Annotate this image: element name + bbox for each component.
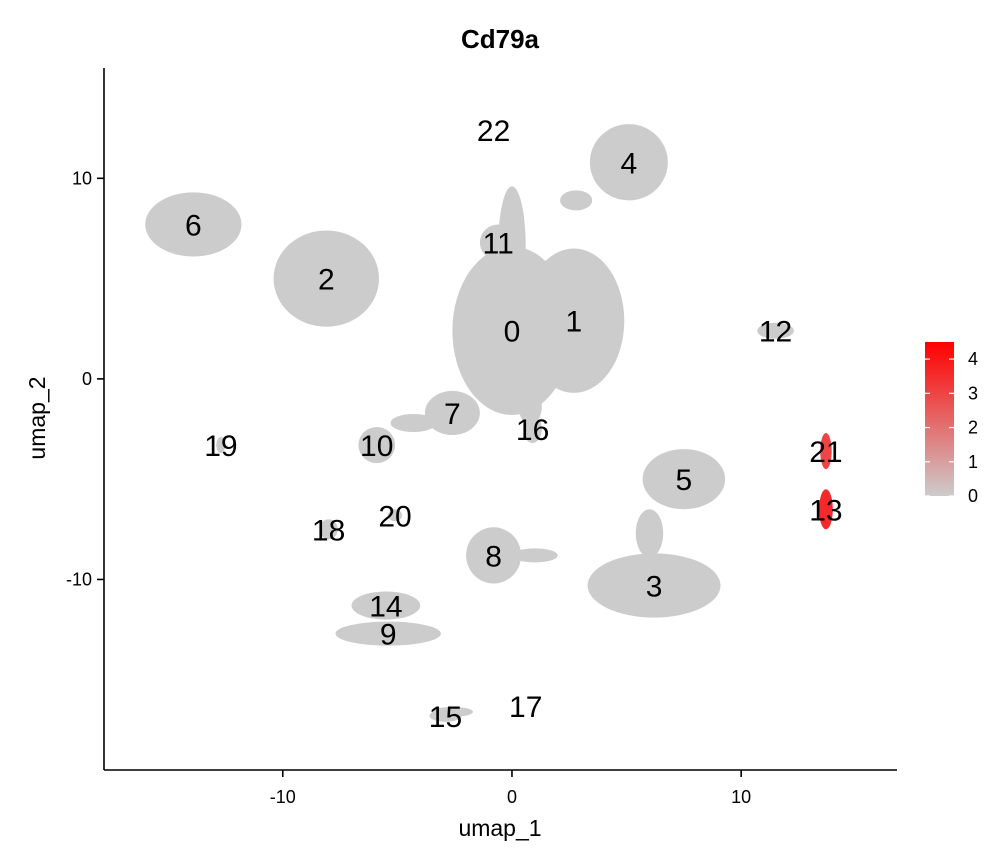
cell-bridge-4 xyxy=(635,509,664,558)
cluster-label-14: 14 xyxy=(369,591,402,624)
cluster-13-points xyxy=(819,489,833,530)
axes xyxy=(103,68,897,771)
cluster-label-3: 3 xyxy=(646,570,663,603)
cluster-4-points xyxy=(589,124,668,201)
colorbar-tick-label: 3 xyxy=(968,383,978,403)
cluster-label-19: 19 xyxy=(204,430,237,463)
cluster-label-5: 5 xyxy=(676,464,693,497)
cluster-19-cloud xyxy=(216,437,226,454)
cluster-label-10: 10 xyxy=(360,430,393,463)
cluster-label-4: 4 xyxy=(621,147,638,180)
x-tick-label: 0 xyxy=(507,787,517,807)
cluster-7-points xyxy=(424,390,480,436)
cluster-label-21: 21 xyxy=(809,436,842,469)
cluster-2-cloud xyxy=(273,230,380,327)
cluster-12-points xyxy=(757,322,794,339)
cluster-7-cloud xyxy=(424,390,480,436)
cluster-label-11: 11 xyxy=(483,227,514,260)
cluster-21-cloud xyxy=(820,433,832,470)
cluster-18-cloud xyxy=(319,519,338,540)
y-tick-label: -10 xyxy=(66,569,92,589)
cluster-1-points xyxy=(523,248,625,393)
cluster-label-0: 0 xyxy=(504,316,521,349)
cluster-8-points xyxy=(466,527,522,584)
cell-bridge-6 xyxy=(431,706,473,717)
cluster-label-7: 7 xyxy=(444,398,461,431)
cluster-2-points xyxy=(273,230,380,327)
cluster-5-cloud xyxy=(642,449,726,510)
cluster-label-22: 22 xyxy=(477,115,510,148)
cluster-9-points xyxy=(335,621,441,646)
cluster-label-16: 16 xyxy=(516,414,549,447)
cluster-14-cloud xyxy=(351,591,421,620)
x-axis-title: umap_1 xyxy=(458,815,541,841)
cluster-label-12: 12 xyxy=(759,316,792,349)
cell-bridge-0 xyxy=(498,186,526,307)
cluster-label-18: 18 xyxy=(312,514,345,547)
cluster-label-6: 6 xyxy=(185,209,202,242)
cluster-6-points xyxy=(145,192,242,257)
cluster-12-cloud xyxy=(757,322,794,339)
colorbar-tick-label: 1 xyxy=(968,452,978,472)
cell-bridge-2 xyxy=(390,413,437,433)
cluster-label-9: 9 xyxy=(380,619,397,652)
cluster-18-points xyxy=(319,519,338,540)
cluster-21-points xyxy=(820,433,832,470)
cluster-label-15: 15 xyxy=(429,701,462,734)
cell-bridge-5 xyxy=(511,548,558,563)
colorbar xyxy=(925,342,954,496)
cluster-9-cloud xyxy=(335,621,441,646)
cluster-13-cloud xyxy=(819,489,833,530)
cluster-20-cloud xyxy=(388,509,402,522)
cluster-10-points xyxy=(358,427,396,464)
cell-bridge-3 xyxy=(518,388,542,426)
cluster-6-cloud xyxy=(145,192,242,257)
cluster-8-cloud xyxy=(466,527,522,584)
cluster-3-cloud xyxy=(587,553,721,618)
colorbar-tick-label: 0 xyxy=(968,486,978,506)
cluster-label-1: 1 xyxy=(565,306,582,339)
cluster-label-2: 2 xyxy=(318,264,335,297)
cell-bridge-1 xyxy=(560,190,593,211)
cell-points xyxy=(145,124,833,722)
colorbar-tick-label: 4 xyxy=(968,349,978,369)
cluster-label-20: 20 xyxy=(378,500,411,533)
cluster-label-8: 8 xyxy=(485,540,502,573)
cluster-3-points xyxy=(587,553,721,618)
cluster-label-17: 17 xyxy=(509,691,542,724)
colorbar-legend: 0 1 2 3 4 xyxy=(925,342,978,506)
y-axis-title: umap_2 xyxy=(24,376,50,459)
chart-title: Cd79a xyxy=(461,24,540,54)
x-tick-label: -10 xyxy=(270,787,296,807)
cluster-10-cloud xyxy=(358,427,396,464)
cluster-4-cloud xyxy=(589,124,668,201)
x-tick-label: 10 xyxy=(731,787,751,807)
cluster-1-cloud xyxy=(523,248,625,393)
y-tick-label: 0 xyxy=(82,369,92,389)
colorbar-tick-label: 2 xyxy=(968,418,978,438)
cluster-20-points xyxy=(388,509,402,522)
cluster-5-points xyxy=(642,449,726,510)
y-tick-label: 10 xyxy=(72,168,92,188)
cluster-19-points xyxy=(216,437,226,454)
cluster-14-points xyxy=(351,591,421,620)
cluster-label-13: 13 xyxy=(809,494,842,527)
